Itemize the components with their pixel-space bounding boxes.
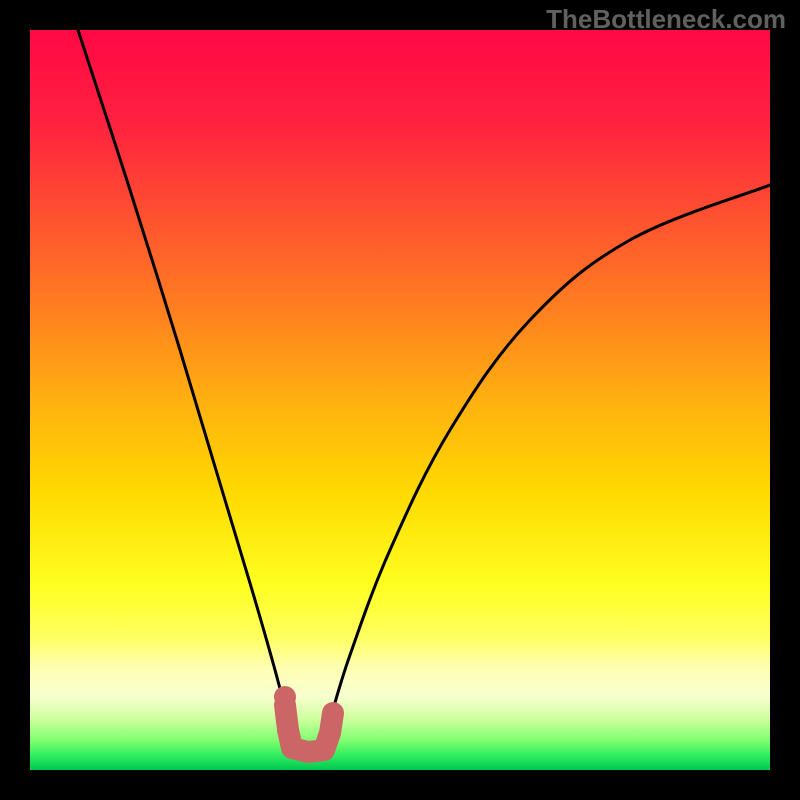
chart-svg bbox=[30, 30, 770, 770]
trough-marker-dot bbox=[274, 686, 296, 708]
chart-area bbox=[30, 30, 770, 770]
watermark-text: TheBottleneck.com bbox=[546, 4, 786, 35]
gradient-background bbox=[30, 30, 770, 770]
